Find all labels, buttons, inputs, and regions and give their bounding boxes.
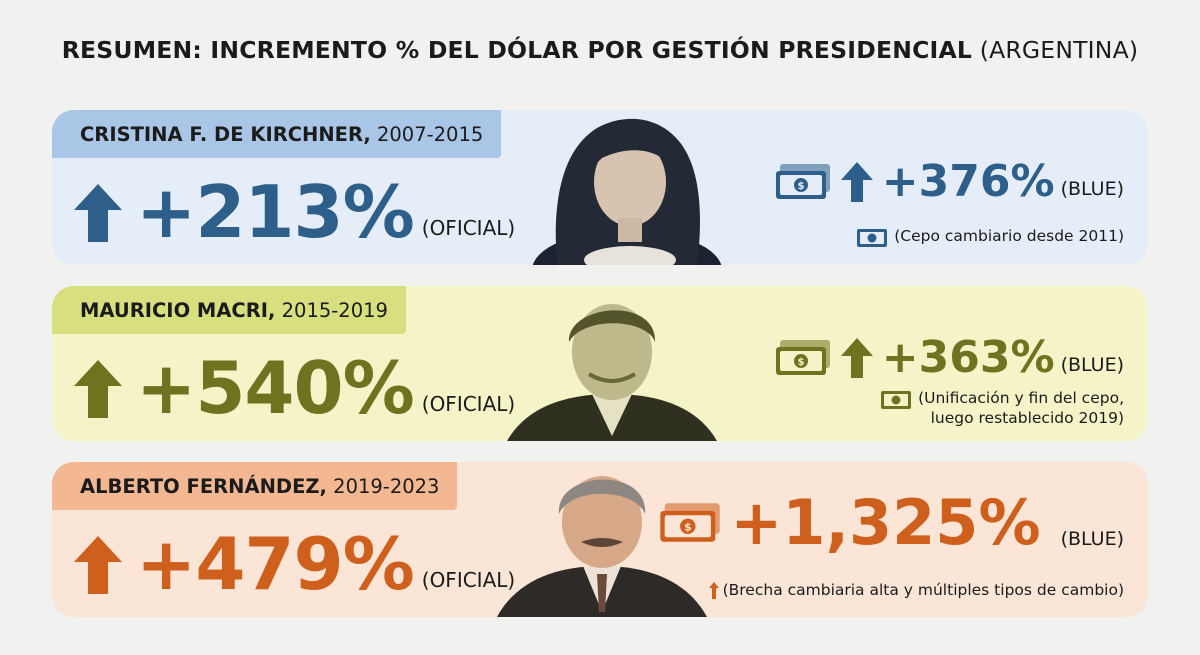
note-line: (Brecha cambiaria alta y múltiples tipos… xyxy=(722,581,1124,599)
term-years: 2007-2015 xyxy=(376,122,484,146)
blue-tag: (BLUE) xyxy=(1060,178,1124,200)
official-increase: +540% (OFICIAL) xyxy=(72,344,515,434)
money-bill-icon: $ xyxy=(775,164,830,199)
president-name-bar: MAURICIO MACRI, 2015-2019 xyxy=(52,286,406,334)
page-title: RESUMEN: INCREMENTO % DEL DÓLAR POR GEST… xyxy=(0,36,1200,64)
official-tag: (OFICIAL) xyxy=(421,216,516,240)
blue-value: +376% xyxy=(881,156,1055,207)
blue-value: +363% xyxy=(881,332,1055,383)
svg-text:$: $ xyxy=(797,181,804,192)
note: (Unificación y fin del cepo, luego resta… xyxy=(880,388,1124,428)
president-name: ALBERTO FERNÁNDEZ, xyxy=(80,474,327,498)
note-line: (Unificación y fin del cepo, xyxy=(918,389,1124,407)
money-bill-icon xyxy=(857,229,888,247)
up-arrow-icon xyxy=(708,582,719,599)
money-bill-icon: $ xyxy=(775,340,830,375)
blue-increase: $ +363% (BLUE) xyxy=(774,336,1124,380)
term-years: 2015-2019 xyxy=(281,298,388,322)
portrait-image xyxy=(532,118,722,265)
blue-tag: (BLUE) xyxy=(1060,528,1124,550)
note: (Brecha cambiaria alta y múltiples tipos… xyxy=(708,580,1124,600)
title-main: RESUMEN: INCREMENTO % DEL DÓLAR POR GEST… xyxy=(61,36,973,64)
money-bill-icon: $ xyxy=(660,503,721,542)
official-tag: (OFICIAL) xyxy=(421,568,516,592)
up-arrow-icon xyxy=(74,184,122,242)
blue-increase: $ +1,325% (BLUE) xyxy=(658,492,1124,554)
svg-text:$: $ xyxy=(797,357,804,368)
note-line: luego restablecido 2019) xyxy=(930,409,1124,428)
blue-increase: $ +376% (BLUE) xyxy=(774,160,1124,204)
up-arrow-icon xyxy=(74,536,122,594)
up-arrow-icon xyxy=(840,162,873,202)
official-tag: (OFICIAL) xyxy=(421,392,516,416)
official-value: +540% xyxy=(136,346,415,430)
president-name: MAURICIO MACRI, xyxy=(80,298,276,322)
presidency-card-fernandez: ALBERTO FERNÁNDEZ, 2019-2023 +479% (OFIC… xyxy=(52,462,1148,617)
president-name: CRISTINA F. DE KIRCHNER, xyxy=(80,122,371,146)
blue-tag: (BLUE) xyxy=(1060,354,1124,376)
official-value: +213% xyxy=(136,170,415,254)
official-increase: +213% (OFICIAL) xyxy=(72,168,515,258)
note: (Cepo cambiario desde 2011) xyxy=(856,226,1124,249)
president-name-bar: CRISTINA F. DE KIRCHNER, 2007-2015 xyxy=(52,110,502,158)
up-arrow-icon xyxy=(840,338,873,378)
presidency-card-kirchner: CRISTINA F. DE KIRCHNER, 2007-2015 +213%… xyxy=(52,110,1148,265)
portrait-image xyxy=(497,476,707,617)
term-years: 2019-2023 xyxy=(333,474,440,498)
up-arrow-icon xyxy=(74,360,122,418)
president-name-bar: ALBERTO FERNÁNDEZ, 2019-2023 xyxy=(52,462,458,510)
portrait-image xyxy=(507,304,717,441)
svg-text:$: $ xyxy=(684,521,692,534)
official-increase: +479% (OFICIAL) xyxy=(72,520,515,610)
money-bill-icon xyxy=(881,391,912,409)
blue-value: +1,325% xyxy=(730,486,1041,559)
title-country: (ARGENTINA) xyxy=(979,36,1139,64)
presidency-card-macri: MAURICIO MACRI, 2015-2019 +540% (OFICIAL… xyxy=(52,286,1148,441)
note-line: (Cepo cambiario desde 2011) xyxy=(894,227,1124,245)
official-value: +479% xyxy=(136,522,415,606)
